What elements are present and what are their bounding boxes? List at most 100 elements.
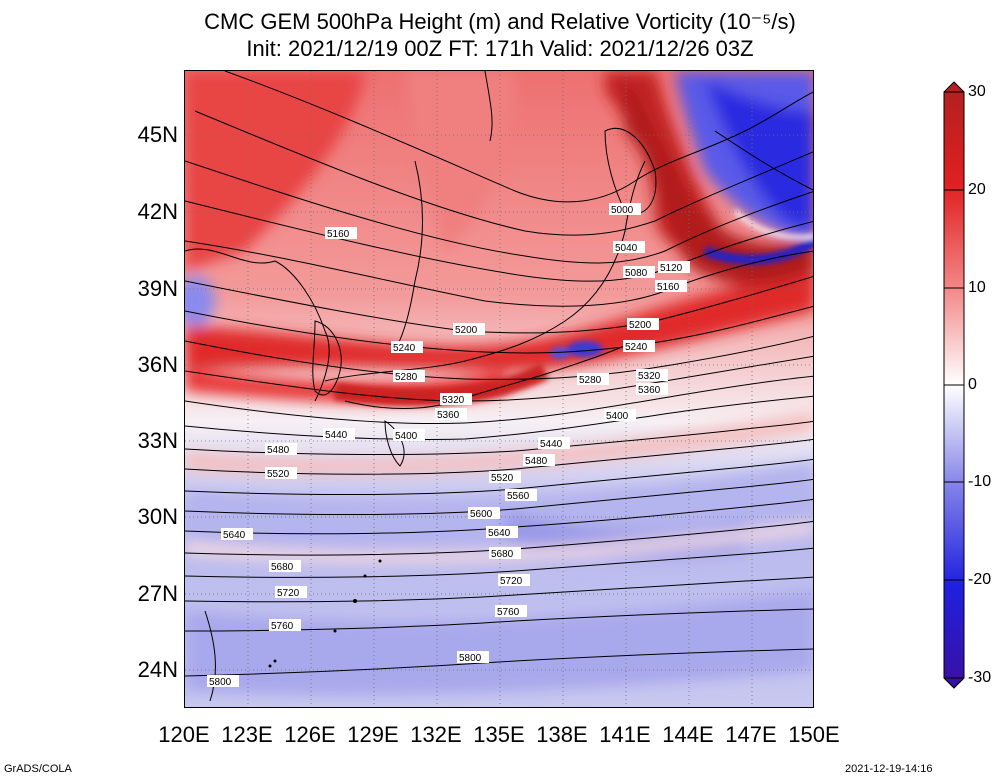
contour-label: 5600 — [468, 507, 500, 520]
svg-text:5160: 5160 — [657, 282, 680, 293]
svg-text:5440: 5440 — [325, 430, 348, 441]
svg-text:5680: 5680 — [491, 549, 514, 560]
contour-label: 5400 — [393, 429, 425, 442]
svg-text:5240: 5240 — [393, 343, 416, 354]
svg-text:5800: 5800 — [209, 677, 232, 688]
colorbar-label-neg20: -20 — [968, 571, 992, 588]
svg-text:5600: 5600 — [470, 509, 493, 520]
lon-label-129e: 129E — [347, 722, 399, 747]
contour-5240 — [185, 305, 813, 354]
contour-label: 5720 — [498, 574, 530, 587]
lon-label-147e: 147E — [725, 722, 777, 747]
lat-label-36n: 36N — [137, 352, 178, 377]
contour-labels: 5000 5040 5080 5120 5160 5160 5200 5200 … — [207, 203, 690, 688]
contour-label: 5560 — [505, 489, 537, 502]
svg-text:5200: 5200 — [455, 325, 478, 336]
lon-label-123e: 123E — [221, 722, 273, 747]
svg-text:5240: 5240 — [625, 342, 648, 353]
contour-5280 — [185, 335, 813, 380]
contour-5160 — [185, 240, 813, 307]
lon-label-135e: 135E — [473, 722, 525, 747]
contour-label: 5520 — [489, 471, 521, 484]
lat-label-39n: 39N — [137, 276, 178, 301]
contour-label: 5080 — [623, 266, 655, 279]
hokkaido — [604, 127, 657, 214]
contour-5080 — [185, 160, 813, 264]
contour-label: 5760 — [495, 605, 527, 618]
svg-text:5760: 5760 — [497, 607, 520, 618]
svg-text:5040: 5040 — [615, 243, 638, 254]
contour-5040 — [194, 110, 813, 236]
coastlines — [185, 71, 813, 702]
contour-5360 — [185, 375, 813, 425]
colorbar-label-20: 20 — [968, 181, 986, 198]
contour-label: 5000 — [609, 203, 641, 216]
lat-label-45n: 45N — [137, 122, 178, 147]
vorticity-field-shading — [185, 71, 813, 695]
contour-5200 — [185, 276, 813, 334]
colorbar-label-neg10: -10 — [968, 473, 992, 490]
svg-text:5760: 5760 — [271, 621, 294, 632]
contour-5560 — [185, 478, 813, 516]
svg-text:5120: 5120 — [660, 263, 683, 274]
lon-label-138e: 138E — [536, 722, 588, 747]
lon-label-150e: 150E — [788, 722, 840, 747]
contour-label: 5640 — [221, 528, 253, 541]
colorbar — [943, 81, 965, 689]
honshu-north-coast — [324, 160, 646, 382]
contour-label: 5520 — [265, 467, 297, 480]
svg-text:5400: 5400 — [395, 431, 418, 442]
svg-text:5640: 5640 — [488, 528, 511, 539]
svg-text:5320: 5320 — [442, 395, 465, 406]
svg-text:5720: 5720 — [500, 576, 523, 587]
svg-text:5080: 5080 — [625, 268, 648, 279]
svg-text:5400: 5400 — [606, 411, 629, 422]
contour-label: 5160 — [325, 227, 357, 240]
svg-text:5360: 5360 — [638, 385, 661, 396]
vorticity-map: 5000 5040 5080 5120 5160 5160 5200 5200 … — [184, 70, 814, 708]
contour-5000 — [224, 71, 813, 203]
contour-label: 5040 — [613, 241, 645, 254]
contour-label: 5680 — [269, 560, 301, 573]
contour-label: 5360 — [636, 383, 668, 396]
svg-text:5640: 5640 — [223, 530, 246, 541]
contour-label: 5440 — [538, 437, 570, 450]
svg-text:5320: 5320 — [638, 371, 661, 382]
svg-text:5360: 5360 — [437, 410, 460, 421]
contour-label: 5200 — [627, 318, 659, 331]
footer-software: GrADS/COLA — [4, 763, 72, 775]
svg-text:5200: 5200 — [629, 320, 652, 331]
contour-label: 5640 — [486, 526, 518, 539]
svg-text:5560: 5560 — [507, 491, 530, 502]
map-title-line2: Init: 2021/12/19 00Z FT: 171h Valid: 202… — [246, 36, 754, 61]
lon-label-120e: 120E — [158, 722, 210, 747]
svg-text:5480: 5480 — [525, 456, 548, 467]
svg-text:5000: 5000 — [611, 205, 634, 216]
lon-label-126e: 126E — [284, 722, 336, 747]
contour-label: 5320 — [636, 369, 668, 382]
contour-label: 5240 — [623, 340, 655, 353]
svg-text:5160: 5160 — [327, 229, 350, 240]
contour-label: 5760 — [269, 619, 301, 632]
lat-label-33n: 33N — [137, 428, 178, 453]
contour-5680 — [185, 547, 813, 578]
lon-label-144e: 144E — [662, 722, 714, 747]
height-contours — [185, 71, 813, 677]
map-canvas: 5000 5040 5080 5120 5160 5160 5200 5200 … — [185, 71, 813, 707]
contour-label: 5800 — [207, 675, 239, 688]
contour-label: 5240 — [391, 341, 423, 354]
primorye-coast — [394, 160, 423, 352]
kuril-islands — [714, 130, 813, 191]
contour-label: 5320 — [440, 393, 472, 406]
contour-5800 — [185, 648, 813, 677]
contour-label: 5400 — [604, 409, 636, 422]
china-korea-coast — [185, 248, 330, 402]
contour-5600 — [185, 498, 813, 535]
contour-label: 5800 — [457, 651, 489, 664]
contour-label: 5160 — [655, 280, 687, 293]
colorbar-label-neg30: -30 — [968, 669, 992, 686]
taiwan-coast — [204, 610, 216, 702]
contour-label: 5360 — [435, 408, 467, 421]
contour-label: 5480 — [265, 443, 297, 456]
svg-text:5440: 5440 — [540, 439, 563, 450]
